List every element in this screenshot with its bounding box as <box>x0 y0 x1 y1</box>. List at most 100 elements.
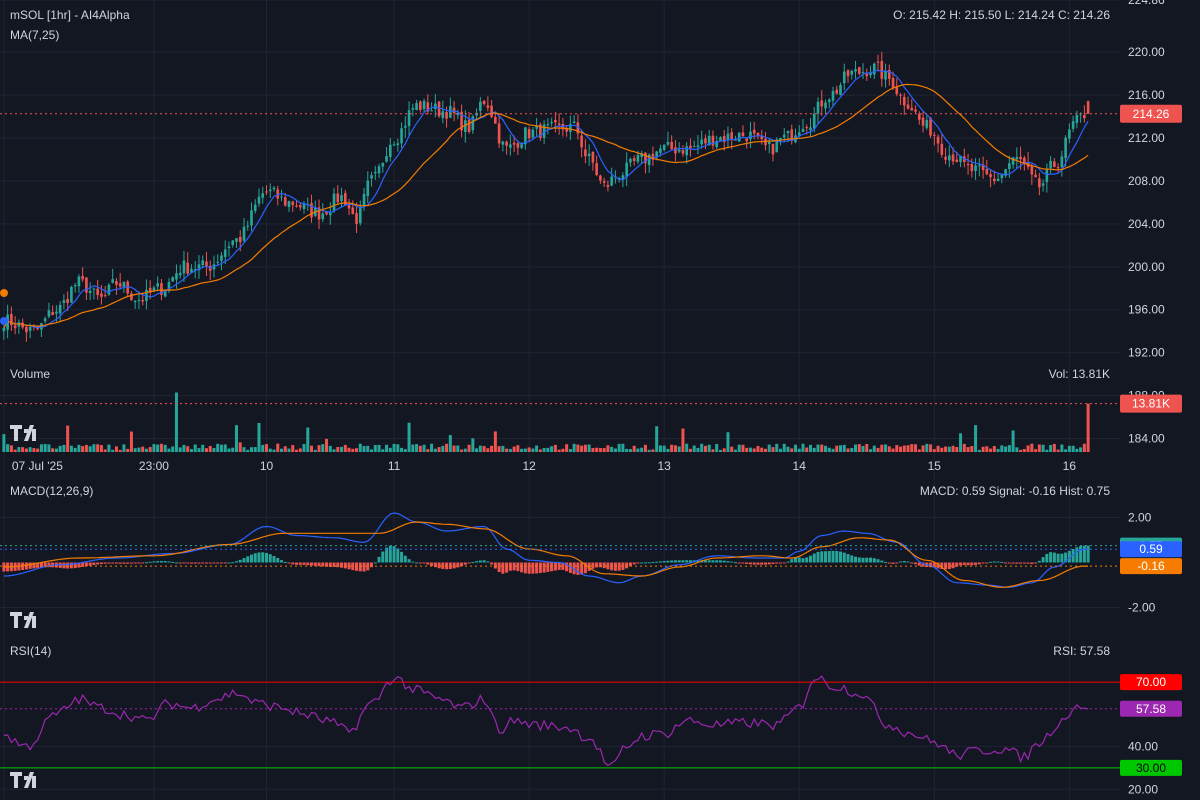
candle-body[interactable] <box>88 290 92 294</box>
volume-bar[interactable] <box>216 443 220 452</box>
candle-body[interactable] <box>141 300 145 302</box>
volume-bar[interactable] <box>538 449 542 452</box>
volume-bar[interactable] <box>658 445 662 452</box>
candle-body[interactable] <box>899 94 902 96</box>
macd-hist-bar[interactable] <box>81 562 85 567</box>
macd-hist-bar[interactable] <box>208 562 212 564</box>
volume-bar[interactable] <box>959 433 963 452</box>
volume-bar[interactable] <box>778 448 782 452</box>
volume-bar[interactable] <box>193 444 197 452</box>
macd-hist-bar[interactable] <box>129 562 133 564</box>
macd-hist-bar[interactable] <box>268 554 272 563</box>
volume-bar[interactable] <box>246 449 250 452</box>
volume-bar[interactable] <box>730 446 734 452</box>
candle-body[interactable] <box>445 112 448 119</box>
candle-body[interactable] <box>242 226 246 241</box>
volume-bar[interactable] <box>531 448 535 452</box>
macd-hist-bar[interactable] <box>193 562 197 564</box>
candle-body[interactable] <box>805 127 809 129</box>
volume-bar[interactable] <box>355 448 359 452</box>
candle-body[interactable] <box>625 162 628 177</box>
macd-hist-bar[interactable] <box>872 558 876 563</box>
candle-body[interactable] <box>148 287 152 293</box>
macd-hist-bar[interactable] <box>452 562 456 569</box>
volume-bar[interactable] <box>490 445 494 452</box>
macd-hist-bar[interactable] <box>388 545 392 563</box>
macd-hist-bar[interactable] <box>249 554 253 563</box>
candle-body[interactable] <box>569 124 572 132</box>
volume-bar[interactable] <box>129 431 133 452</box>
volume-bar[interactable] <box>268 448 272 452</box>
volume-bar[interactable] <box>17 447 21 452</box>
candle-body[interactable] <box>670 141 673 150</box>
volume-bar[interactable] <box>535 445 539 452</box>
macd-hist-bar[interactable] <box>899 561 903 563</box>
volume-bar[interactable] <box>69 445 73 452</box>
macd-hist-bar[interactable] <box>1007 562 1011 564</box>
macd-hist-bar[interactable] <box>66 562 70 569</box>
volume-bar[interactable] <box>463 448 467 452</box>
candle-body[interactable] <box>268 189 272 192</box>
volume-bar[interactable] <box>771 447 775 452</box>
candle-body[interactable] <box>197 264 201 271</box>
candle-body[interactable] <box>347 204 351 209</box>
macd-hist-bar[interactable] <box>824 551 828 563</box>
candle-body[interactable] <box>865 73 869 77</box>
volume-bar[interactable] <box>482 445 486 452</box>
volume-bar[interactable] <box>261 444 265 452</box>
volume-bar[interactable] <box>62 444 66 452</box>
candle-body[interactable] <box>846 70 850 77</box>
rsi-pane[interactable] <box>0 675 1120 769</box>
volume-bar[interactable] <box>137 447 141 452</box>
macd-hist-bar[interactable] <box>647 562 651 564</box>
volume-bar[interactable] <box>801 443 805 452</box>
candle-body[interactable] <box>43 318 47 322</box>
volume-bar[interactable] <box>497 446 501 452</box>
macd-hist-bar[interactable] <box>812 553 816 563</box>
volume-bar[interactable] <box>13 449 17 452</box>
candle-body[interactable] <box>767 141 771 145</box>
volume-bar[interactable] <box>242 447 246 452</box>
macd-hist-bar[interactable] <box>325 562 329 567</box>
macd-hist-bar[interactable] <box>238 559 242 563</box>
macd-hist-bar[interactable] <box>43 562 47 568</box>
macd-hist-bar[interactable] <box>486 561 490 563</box>
candle-body[interactable] <box>325 211 328 215</box>
volume-bar[interactable] <box>880 444 884 452</box>
macd-hist-bar[interactable] <box>914 562 918 565</box>
macd-hist-bar[interactable] <box>805 557 809 563</box>
volume-bar[interactable] <box>1019 449 1023 452</box>
macd-hist-bar[interactable] <box>733 562 737 564</box>
volume-bar[interactable] <box>77 444 81 452</box>
candle-body[interactable] <box>741 132 745 136</box>
candle-body[interactable] <box>1064 137 1067 159</box>
macd-hist-bar[interactable] <box>118 562 122 564</box>
candle-body[interactable] <box>392 144 396 146</box>
volume-bar[interactable] <box>910 444 914 452</box>
macd-hist-bar[interactable] <box>666 560 670 563</box>
macd-hist-bar[interactable] <box>126 562 130 564</box>
macd-hist-bar[interactable] <box>677 560 681 563</box>
candle-body[interactable] <box>812 113 816 129</box>
candle-body[interactable] <box>1030 165 1034 175</box>
macd-hist-bar[interactable] <box>403 555 407 563</box>
candle-body[interactable] <box>13 325 17 329</box>
volume-bar[interactable] <box>831 448 835 452</box>
volume-bar[interactable] <box>587 444 591 452</box>
candle-body[interactable] <box>377 166 381 174</box>
macd-hist-bar[interactable] <box>869 557 873 563</box>
candle-body[interactable] <box>565 127 568 132</box>
volume-bar[interactable] <box>681 428 685 452</box>
macd-hist-bar[interactable] <box>246 556 250 563</box>
macd-hist-bar[interactable] <box>820 551 824 563</box>
volume-bar[interactable] <box>974 425 978 452</box>
candle-body[interactable] <box>827 99 831 103</box>
macd-hist-bar[interactable] <box>467 562 471 564</box>
volume-bar[interactable] <box>790 448 794 452</box>
candle-body[interactable] <box>287 201 291 207</box>
volume-bar[interactable] <box>24 448 28 452</box>
candle-body[interactable] <box>85 277 88 293</box>
macd-hist-bar[interactable] <box>1041 557 1045 563</box>
macd-hist-bar[interactable] <box>572 562 576 575</box>
candle-body[interactable] <box>801 128 805 132</box>
